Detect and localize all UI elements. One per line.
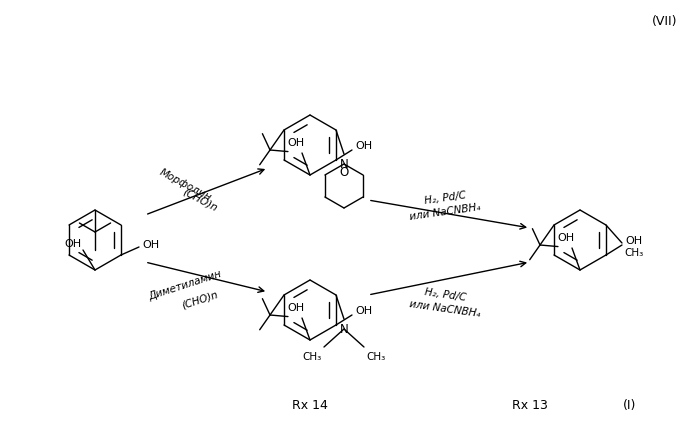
Text: или NaCNBH₄: или NaCNBH₄ xyxy=(409,299,481,319)
Text: (VII): (VII) xyxy=(652,16,678,28)
Text: OH: OH xyxy=(557,233,575,243)
Text: OH: OH xyxy=(64,239,82,249)
Text: OH: OH xyxy=(355,141,373,151)
Text: OH: OH xyxy=(355,306,373,316)
Text: или NaCNBH₄: или NaCNBH₄ xyxy=(409,202,481,222)
Text: N: N xyxy=(340,323,348,335)
Text: CH₃: CH₃ xyxy=(624,248,644,258)
Text: (CHO)n: (CHO)n xyxy=(180,290,219,310)
Text: (CHO)n: (CHO)n xyxy=(181,187,219,213)
Text: OH: OH xyxy=(143,240,159,250)
Text: Rx 13: Rx 13 xyxy=(512,399,548,412)
Text: O: O xyxy=(339,166,349,178)
Text: OH: OH xyxy=(626,236,642,246)
Text: (I): (I) xyxy=(624,399,637,412)
Text: Диметиламин: Диметиламин xyxy=(147,269,223,302)
Text: OH: OH xyxy=(287,303,305,313)
Text: Морфолин: Морфолин xyxy=(157,167,212,203)
Text: CH₃: CH₃ xyxy=(366,352,386,362)
Text: CH₃: CH₃ xyxy=(303,352,322,362)
Text: H₂, Pd/C: H₂, Pd/C xyxy=(424,287,466,303)
Text: Rx 14: Rx 14 xyxy=(292,399,328,412)
Text: OH: OH xyxy=(287,138,305,148)
Text: H₂, Pd/C: H₂, Pd/C xyxy=(424,190,466,206)
Text: N: N xyxy=(340,157,348,170)
